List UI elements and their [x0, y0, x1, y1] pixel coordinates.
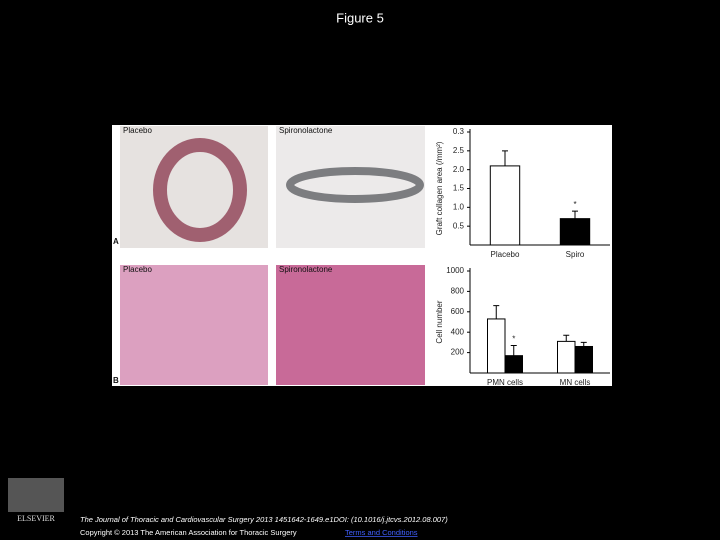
- error-bar: [502, 150, 508, 166]
- y-tick-label: 200: [451, 348, 465, 357]
- y-axis-label: Graft collagen area (/mm²): [435, 141, 444, 235]
- y-tick-label: 1.0: [453, 202, 465, 211]
- vessel: [286, 167, 424, 203]
- y-tick-label: 400: [451, 327, 465, 336]
- y-tick-label: 0.3: [453, 127, 465, 136]
- error-bar: [493, 305, 500, 319]
- y-axis-label: Cell number: [435, 300, 444, 343]
- image-label: Placebo: [123, 265, 152, 274]
- y-tick-label: 2.0: [453, 165, 465, 174]
- micrograph: [276, 126, 425, 248]
- image-label: Placebo: [123, 126, 152, 135]
- bar: [489, 165, 521, 246]
- bar: [557, 340, 576, 374]
- error-bar: [572, 210, 578, 219]
- copyright: Copyright © 2013 The American Associatio…: [80, 528, 297, 537]
- y-tick-label: 1000: [446, 266, 464, 275]
- y-tick-label: 600: [451, 307, 465, 316]
- bar: [574, 345, 593, 374]
- x-tick-label: PMN cells: [487, 378, 523, 387]
- y-tick-label: 2.5: [453, 146, 465, 155]
- image-label: Spironolactone: [279, 126, 333, 135]
- y-tick-label: 0.5: [453, 221, 465, 230]
- bar: [559, 218, 591, 246]
- slide-title: Figure 5: [336, 10, 384, 25]
- bar: [504, 355, 523, 374]
- logo: ELSEVIER: [17, 514, 55, 523]
- micrograph: [120, 265, 268, 385]
- x-tick-label: Placebo: [491, 250, 520, 259]
- image-label: Spironolactone: [279, 265, 333, 274]
- micrograph: [276, 265, 425, 385]
- citation: The Journal of Thoracic and Cardiovascul…: [80, 515, 448, 524]
- vessel: [153, 138, 247, 242]
- x-tick-label: MN cells: [560, 378, 591, 387]
- error-bar: [510, 344, 517, 356]
- bar-annotation: *: [573, 200, 576, 209]
- terms-link[interactable]: Terms and Conditions: [345, 528, 418, 537]
- x-tick-label: Spiro: [566, 250, 585, 259]
- chart: Cell number 1000 800 600 400 200 PMN cells * MN …: [435, 266, 610, 387]
- panel-label: B: [113, 376, 119, 385]
- error-bar: [580, 341, 587, 347]
- bar-annotation: *: [512, 335, 515, 344]
- y-tick-label: 800: [451, 287, 465, 296]
- y-tick-label: 1.5: [453, 184, 465, 193]
- bar: [487, 318, 506, 374]
- logo-tree: [8, 478, 64, 512]
- panel-label: A: [113, 237, 119, 246]
- chart: Graft collagen area (/mm²) 0.3 2.5 2.0 1.5 1.…: [435, 127, 610, 259]
- error-bar: [563, 334, 570, 342]
